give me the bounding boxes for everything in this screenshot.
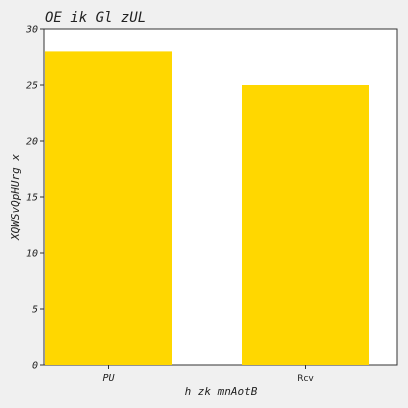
x-tick-label: Rcv xyxy=(297,374,314,384)
y-tick-label: 20 xyxy=(26,137,38,148)
bars-group xyxy=(45,51,369,366)
y-tick-label: 5 xyxy=(32,305,38,316)
y-tick-label: 15 xyxy=(26,193,38,204)
bar-pu xyxy=(45,51,172,366)
y-tick-label: 30 xyxy=(25,25,38,36)
y-tick-label: 10 xyxy=(26,249,38,260)
chart-title: OE ik Gl zUL xyxy=(45,10,146,26)
bar-rcv xyxy=(242,85,369,365)
y-axis: 0 5 10 15 20 25 30 xyxy=(25,25,44,372)
x-tick-label: PU xyxy=(102,373,115,384)
x-axis-title: h zk mnAotB xyxy=(185,385,258,398)
y-tick-label: 0 xyxy=(32,361,38,372)
y-axis-title: XQWSvQpHUrg x xyxy=(9,154,22,241)
x-axis: PU Rcv xyxy=(102,365,314,384)
y-tick-label: 25 xyxy=(26,81,38,92)
